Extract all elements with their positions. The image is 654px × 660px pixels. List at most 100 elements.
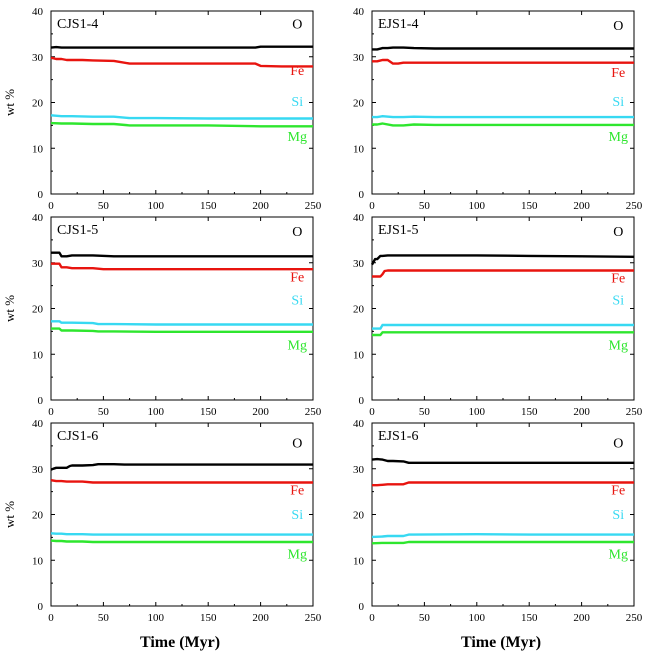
series-fe-line xyxy=(51,262,313,271)
series-si-line xyxy=(372,323,634,330)
series-fe-line xyxy=(372,58,634,65)
x-tick-label: 0 xyxy=(369,406,375,418)
series-label-fe: Fe xyxy=(611,66,625,81)
x-tick-label: 50 xyxy=(98,406,110,418)
series-label-si: Si xyxy=(612,508,624,523)
panel-title: EJS1-6 xyxy=(378,429,418,444)
x-tick-label: 250 xyxy=(626,200,643,212)
x-tick-label: 200 xyxy=(573,612,590,624)
x-tick-label: 150 xyxy=(200,406,217,418)
series-label-si: Si xyxy=(291,293,303,308)
series-label-o: O xyxy=(292,225,302,240)
y-tick-label: 30 xyxy=(353,258,365,270)
panel-title: EJS1-5 xyxy=(378,223,418,238)
y-tick-label: 40 xyxy=(32,212,44,224)
series-mg-line xyxy=(371,540,634,545)
y-tick-label: 20 xyxy=(32,304,44,316)
panel-title: CJS1-4 xyxy=(57,17,98,32)
panel-cjs1-4: 0 50 100 150 200 250 0 10 20 30 40 wt % CJS1-4 O Fe Si M… xyxy=(2,6,322,212)
y-tick-label: 30 xyxy=(32,52,44,64)
x-tick-label: 150 xyxy=(200,200,217,212)
y-tick-label: 10 xyxy=(32,349,44,361)
x-tick-label: 50 xyxy=(98,612,110,624)
y-tick-label: 0 xyxy=(38,189,44,201)
series-label-o: O xyxy=(292,17,302,32)
series-fe-line xyxy=(372,269,634,278)
y-tick-label: 20 xyxy=(32,98,44,110)
series-label-o: O xyxy=(292,437,302,452)
series-o-line xyxy=(370,254,635,266)
panel-title: CJS1-6 xyxy=(57,429,98,444)
x-tick-label: 100 xyxy=(148,612,165,624)
y-tick-label: 20 xyxy=(353,304,365,316)
series-fe-line xyxy=(372,481,634,487)
y-tick-label: 40 xyxy=(32,6,44,18)
panel-title: EJS1-4 xyxy=(378,17,418,32)
x-tick-label: 100 xyxy=(469,612,486,624)
y-tick-label: 0 xyxy=(359,189,365,201)
y-tick-label: 30 xyxy=(353,464,365,476)
y-tick-label: 10 xyxy=(32,143,44,155)
series-label-fe: Fe xyxy=(611,271,625,286)
y-tick-label: 20 xyxy=(32,510,44,522)
plot-frame xyxy=(371,10,635,195)
y-tick-label: 0 xyxy=(38,395,44,407)
x-tick-label: 100 xyxy=(469,406,486,418)
x-tick-label: 100 xyxy=(469,200,486,212)
y-tick-label: 40 xyxy=(32,418,44,430)
x-tick-label: 0 xyxy=(369,200,375,212)
series-si-line xyxy=(371,533,634,539)
y-tick-label: 30 xyxy=(32,464,44,476)
y-tick-label: 0 xyxy=(359,601,365,613)
x-tick-label: 150 xyxy=(200,612,217,624)
series-label-fe: Fe xyxy=(290,483,304,498)
y-axis-label: wt % xyxy=(2,295,17,322)
x-axis-label-right: Time (Myr) xyxy=(460,634,542,651)
x-tick-label: 50 xyxy=(419,612,431,624)
y-tick-label: 30 xyxy=(353,52,365,64)
series-label-si: Si xyxy=(291,95,303,110)
series-mg-line xyxy=(50,539,313,544)
series-label-o: O xyxy=(613,437,623,452)
series-si-line xyxy=(50,114,313,120)
y-tick-label: 10 xyxy=(32,555,44,567)
y-tick-label: 10 xyxy=(353,349,365,361)
series-label-mg: Mg xyxy=(288,339,307,354)
panel-cjs1-5: 0 50 100 150 200 250 0 10 20 30 40 wt % CJS1-5 O Fe Si M… xyxy=(2,212,322,418)
x-axis-label-left: Time (Myr) xyxy=(139,634,221,651)
series-label-fe: Fe xyxy=(611,483,625,498)
y-tick-label: 20 xyxy=(353,510,365,522)
x-tick-label: 0 xyxy=(369,612,375,624)
y-tick-label: 20 xyxy=(353,98,365,110)
series-mg-line xyxy=(372,122,634,127)
panel-ejs1-4: 0 50 100 150 200 250 0 10 20 30 40 EJS1-4 O Fe Si Mg xyxy=(353,6,643,212)
series-label-mg: Mg xyxy=(609,547,628,562)
y-tick-label: 30 xyxy=(32,258,44,270)
y-tick-label: 40 xyxy=(353,6,365,18)
x-tick-label: 250 xyxy=(305,612,322,624)
x-tick-label: 200 xyxy=(252,200,269,212)
series-o-line xyxy=(50,45,313,49)
series-label-si: Si xyxy=(291,508,303,523)
series-label-si: Si xyxy=(612,293,624,308)
series-fe-line xyxy=(50,56,313,68)
panel-title: CJS1-5 xyxy=(57,223,98,238)
x-tick-label: 150 xyxy=(521,200,538,212)
panel-cjs1-6: 0 50 100 150 200 250 0 10 20 30 40 wt % CJS1-6 O Fe Si M… xyxy=(2,418,322,624)
series-mg-line xyxy=(372,331,634,337)
plot-frame xyxy=(50,422,314,607)
y-tick-label: 40 xyxy=(353,212,365,224)
plot-frame xyxy=(371,216,635,401)
y-tick-label: 0 xyxy=(38,601,44,613)
x-tick-label: 0 xyxy=(48,406,54,418)
x-tick-label: 50 xyxy=(98,200,110,212)
x-tick-label: 150 xyxy=(521,406,538,418)
x-tick-label: 200 xyxy=(573,200,590,212)
x-tick-label: 100 xyxy=(148,200,165,212)
x-tick-label: 250 xyxy=(305,200,322,212)
series-mg-line xyxy=(50,121,313,128)
series-label-o: O xyxy=(613,225,623,240)
y-axis-label: wt % xyxy=(2,89,17,116)
y-tick-label: 10 xyxy=(353,143,365,155)
